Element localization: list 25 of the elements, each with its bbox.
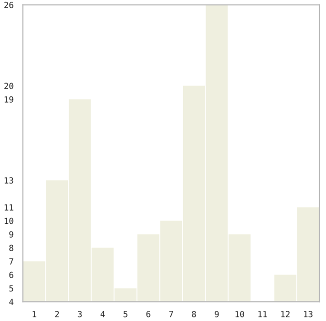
x-tick-label: 11 xyxy=(258,311,267,318)
x-tick-label: 4 xyxy=(100,311,105,318)
x-tick-label: 7 xyxy=(169,311,174,318)
x-tick-label: 3 xyxy=(78,310,82,318)
y-tick-label: 13 xyxy=(4,177,14,184)
x-tick-label: 12 xyxy=(281,310,290,318)
y-tick-label: 7 xyxy=(9,258,14,264)
y-tick-label: 4 xyxy=(9,298,14,305)
y-tick-label: 9 xyxy=(9,231,14,238)
y-tick-label: 11 xyxy=(4,204,14,210)
x-tick-label: 1 xyxy=(32,311,36,318)
x-tick-label: 10 xyxy=(236,310,244,318)
x-tick-label: 6 xyxy=(146,310,150,318)
y-tick-label: 5 xyxy=(9,285,14,292)
y-tick-label: 6 xyxy=(9,272,14,278)
x-tick-label: 13 xyxy=(304,310,312,318)
x-tick-label: 8 xyxy=(192,310,196,318)
x-tick-label: 5 xyxy=(124,311,128,318)
y-tick-label: 26 xyxy=(4,2,14,8)
x-tick-label: 9 xyxy=(214,310,219,318)
x-tick-label: 2 xyxy=(55,310,59,318)
y-tick-label: 10 xyxy=(4,218,14,224)
y-tick-label: 20 xyxy=(4,82,14,90)
y-tick-label: 8 xyxy=(9,244,14,252)
y-tick-label: 19 xyxy=(4,96,14,103)
